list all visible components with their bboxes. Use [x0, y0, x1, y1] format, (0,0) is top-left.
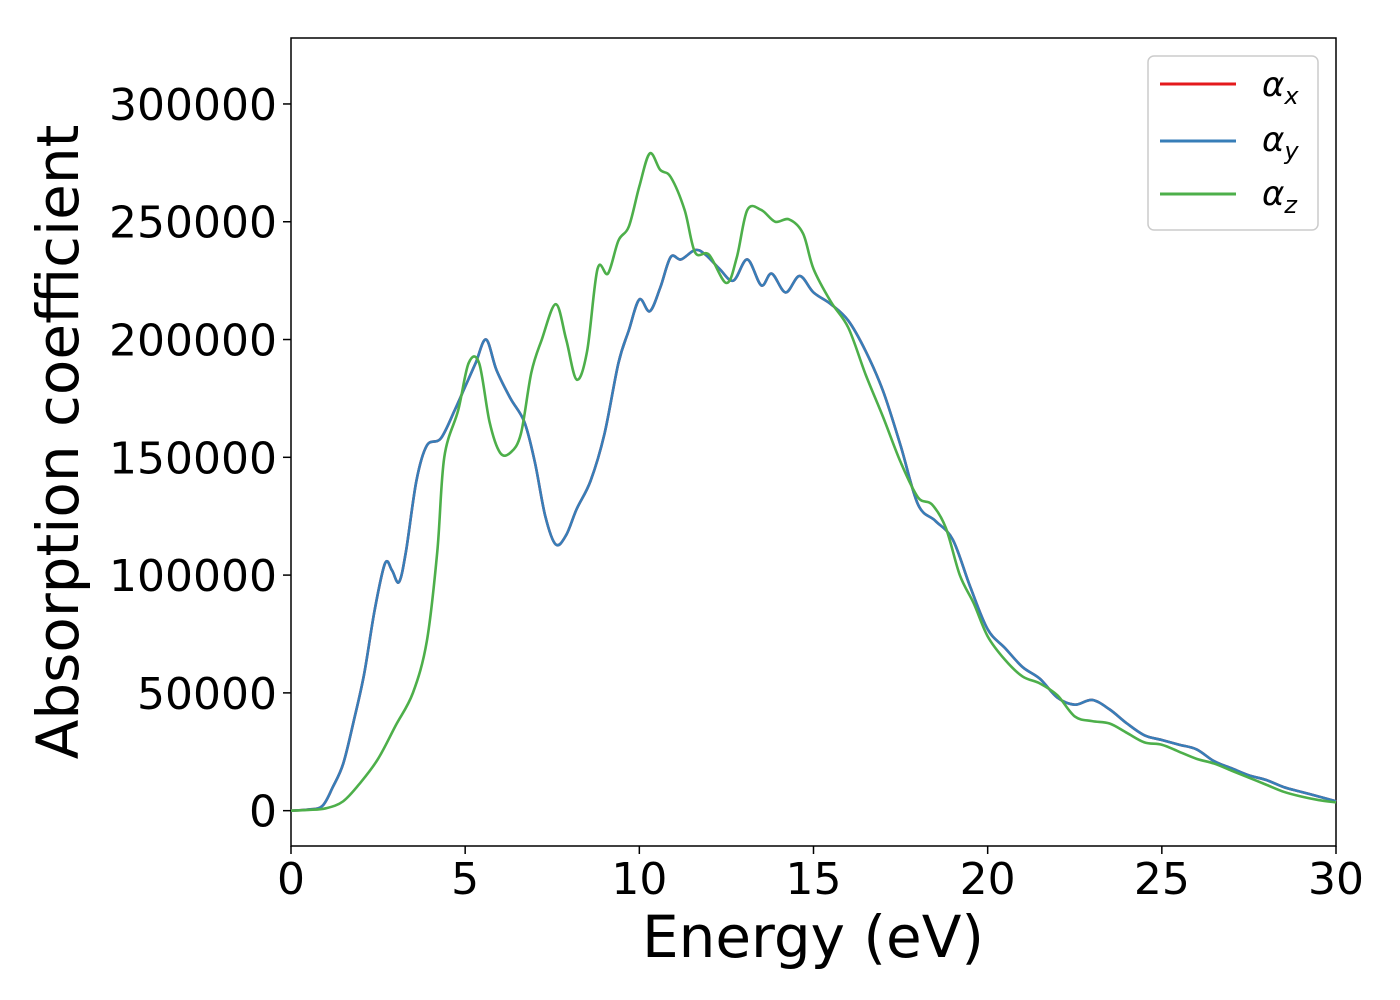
y-tick-label: 50000: [137, 669, 277, 720]
y-tick-label: 0: [249, 787, 277, 838]
y-tick-label: 250000: [109, 198, 277, 249]
x-tick-label: 5: [451, 854, 479, 905]
y-tick-label: 150000: [109, 433, 277, 484]
x-tick-label: 10: [611, 854, 667, 905]
series-layer: [290, 151, 1337, 812]
y-tick-label: 200000: [109, 316, 277, 367]
x-tick-label: 15: [786, 854, 842, 905]
y-axis-label: Absorption coefficient: [24, 125, 92, 760]
series-line-alpha-z: [290, 151, 1337, 812]
legend-label-alpha-z: αz: [1262, 174, 1298, 219]
series-line-alpha-y: [290, 248, 1337, 812]
legend-label-alpha-y: αy: [1262, 120, 1299, 165]
y-tick-label: 100000: [109, 551, 277, 602]
x-tick-label: 30: [1308, 854, 1364, 905]
x-tick-label: 25: [1134, 854, 1190, 905]
x-tick-label: 0: [277, 854, 305, 905]
legend-label-alpha-x: αx: [1262, 65, 1299, 110]
x-tick-label: 20: [960, 854, 1016, 905]
legend: αx αy αz: [1147, 55, 1319, 231]
y-tick-label: 300000: [109, 80, 277, 131]
ticks-layer: 0 5 10 15 20 25 30 0 50000 100000 150000 200000 2500…: [109, 80, 1364, 905]
legend-box: [1147, 55, 1319, 231]
x-axis-label: Energy (eV): [642, 903, 984, 971]
